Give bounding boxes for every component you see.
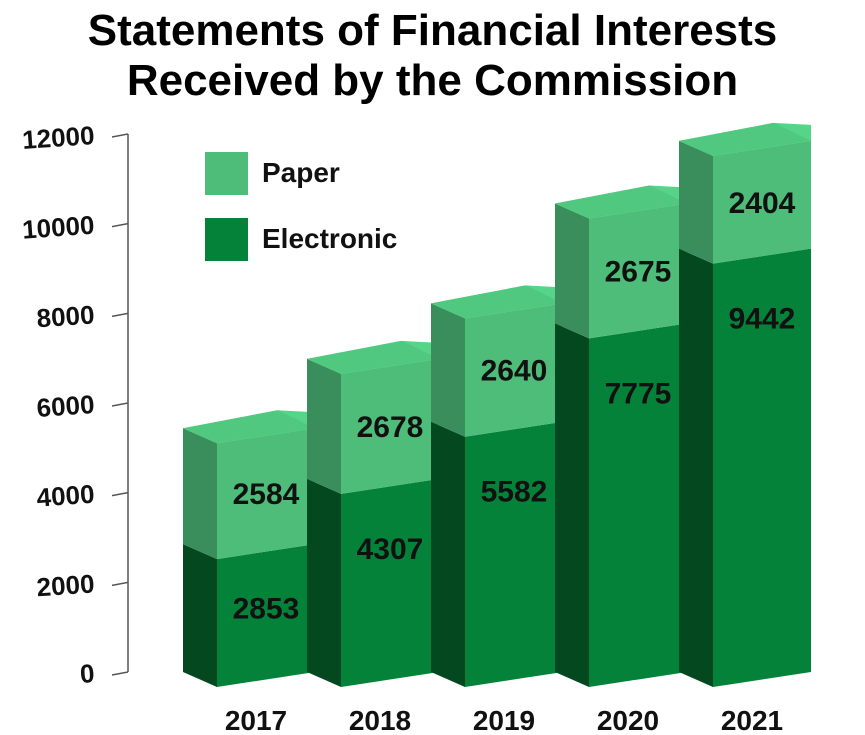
paper-data-label: 2640: [481, 355, 548, 388]
y-tick-label: 6000: [36, 389, 96, 423]
electronic-data-label: 9442: [729, 303, 796, 336]
electronic-data-label: 7775: [605, 377, 672, 410]
y-tick-mark: [111, 222, 129, 228]
y-tick-mark: [111, 312, 129, 318]
bar-group: 2853 2584 2017: [183, 410, 315, 735]
chart-title: Statements of Financial Interests Receiv…: [0, 6, 865, 106]
y-tick-label: 2000: [36, 568, 96, 602]
electronic-data-label: 4307: [357, 533, 424, 566]
y-tick-mark: [111, 491, 129, 497]
chart-title-line-1: Statements of Financial Interests: [87, 6, 778, 55]
paper-bar: [589, 203, 687, 339]
paper-bar-side: [183, 428, 217, 560]
paper-bar-side: [431, 303, 465, 437]
chart-title-line-2: Received by the Commission: [126, 56, 739, 105]
paper-data-label: 2678: [357, 411, 424, 444]
paper-bar: [713, 140, 811, 264]
x-tick-label: 2021: [721, 705, 783, 735]
bar-group: 9442 2404 2021: [679, 122, 811, 735]
bar-group: 5582 2640 2019: [431, 285, 563, 735]
x-tick-label: 2018: [349, 705, 411, 735]
paper-legend-swatch: [205, 152, 248, 195]
electronic-bar: [589, 323, 687, 687]
electronic-bar-side: [431, 421, 465, 687]
bar-group: 4307 2678 2018: [307, 340, 439, 735]
x-tick-label: 2017: [225, 705, 287, 735]
electronic-bar-side: [679, 248, 713, 688]
bars: 2853 2584 2017 4307 2678 2018 5582 2640 2019 7775…: [183, 122, 811, 735]
paper-bar-side: [555, 203, 589, 339]
paper-data-label: 2404: [729, 187, 796, 220]
paper-bar: [465, 303, 563, 437]
y-tick-mark: [111, 671, 129, 676]
bar-top-shade: [431, 285, 563, 319]
electronic-bar: [465, 421, 563, 687]
paper-data-label: 2584: [233, 478, 300, 511]
electronic-bar-side: [555, 323, 589, 687]
electronic-bar: [217, 544, 315, 687]
y-tick-label: 4000: [36, 479, 96, 513]
bar-top-shade: [679, 122, 811, 156]
paper-bar: [341, 358, 439, 494]
bar-top-shade: [307, 340, 439, 374]
bar-top-shade: [183, 410, 315, 444]
y-tick-label: 0: [79, 658, 96, 689]
x-tick-label: 2019: [473, 705, 535, 735]
paper-data-label: 2675: [605, 255, 672, 288]
legend-label: Paper: [262, 157, 340, 188]
x-tick-label: 2020: [597, 705, 659, 735]
paper-bar-side: [679, 140, 713, 264]
electronic-bar-side: [307, 478, 341, 687]
electronic-bar: [341, 478, 439, 687]
paper-bar-side: [307, 358, 341, 494]
legend: Paper Electronic: [205, 152, 397, 261]
electronic-bar-side: [183, 544, 217, 687]
y-tick-label: 10000: [21, 210, 95, 245]
paper-bar: [217, 428, 315, 560]
electronic-bar: [713, 248, 811, 688]
y-tick-label: 8000: [36, 299, 96, 333]
y-tick-mark: [111, 581, 129, 587]
y-tick-label: 12000: [21, 120, 95, 155]
electronic-data-label: 2853: [233, 592, 300, 625]
legend-label: Electronic: [262, 223, 397, 254]
electronic-data-label: 5582: [481, 476, 548, 509]
y-axis: 0 2000 4000 6000 8000 10000 12000: [21, 120, 129, 689]
y-tick-mark: [111, 133, 129, 138]
bar-group: 7775 2675 2020: [555, 185, 687, 735]
bar-top-shade: [555, 185, 687, 219]
electronic-legend-swatch: [205, 218, 248, 261]
y-tick-mark: [111, 402, 129, 407]
